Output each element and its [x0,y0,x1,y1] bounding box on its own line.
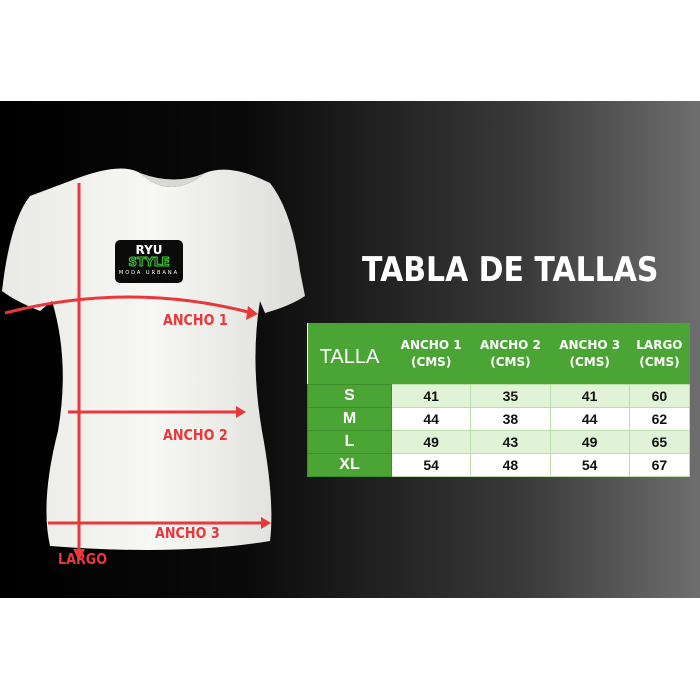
page-title: TABLA DE TALLAS [362,250,659,290]
table-row: XL 54 48 54 67 [307,453,691,477]
value-cell: 43 [470,430,551,454]
value-cell: 49 [390,430,472,454]
value-cell: 54 [390,453,472,477]
value-cell: 44 [390,407,472,431]
size-cell: L [307,430,392,454]
table-row: L 49 43 49 65 [307,430,691,454]
table-row: M 44 38 44 62 [307,407,691,431]
value-cell: 60 [628,384,691,408]
logo-text: RYU [135,243,163,257]
size-cell: S [307,384,392,408]
value-cell: 65 [628,430,691,454]
header-largo: LARGO (CMS) [629,323,690,385]
header-ancho3: ANCHO 3 (CMS) [550,323,630,385]
value-cell: 38 [470,407,551,431]
value-cell: 49 [549,430,630,454]
logo-text: MODA URBANA [118,270,180,276]
brand-logo: RYU STYLE MODA URBANA [115,240,183,283]
header-ancho2: ANCHO 2 (CMS) [470,323,551,385]
size-table: TALLA ANCHO 1 (CMS) ANCHO 2 (CMS) ANCHO 3(… [307,323,691,477]
label-ancho2: ANCHO 2 [163,426,228,444]
tshirt-image [2,168,305,561]
size-cell: M [307,407,392,431]
label-ancho3: ANCHO 3 [155,524,220,542]
size-cell: XL [307,453,392,477]
label-ancho1: ANCHO 1 [163,311,228,329]
value-cell: 35 [470,384,551,408]
value-cell: 54 [549,453,630,477]
value-cell: 41 [390,384,472,408]
logo-text: STYLE [128,255,170,269]
header-ancho1: ANCHO 1 (CMS) [391,323,471,385]
value-cell: 67 [628,453,691,477]
value-cell: 62 [628,407,691,431]
value-cell: 44 [549,407,630,431]
table-row: S 41 35 41 60 [307,384,691,408]
label-largo: LARGO [58,550,108,568]
value-cell: 48 [470,453,551,477]
header-talla: TALLA [307,323,392,385]
value-cell: 41 [549,384,630,408]
